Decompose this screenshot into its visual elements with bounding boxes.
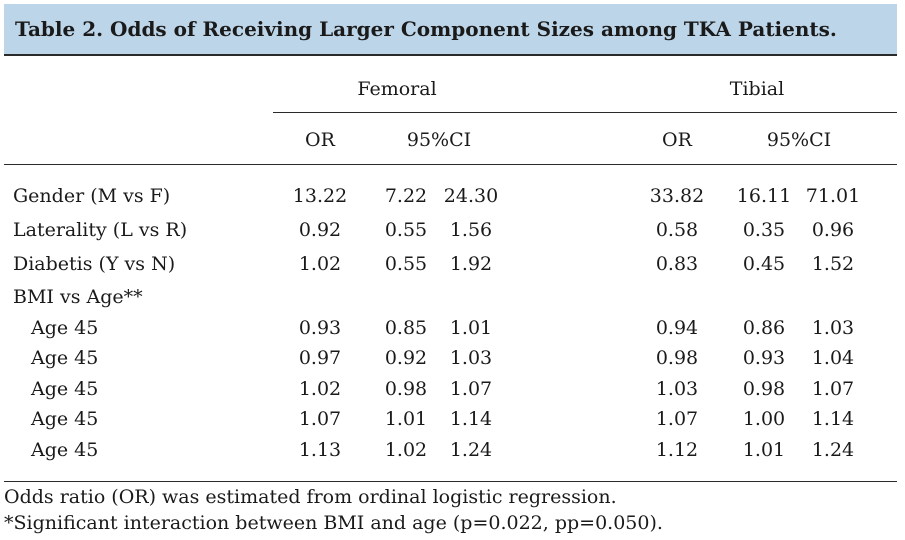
subheader-femoral-or: OR [305,129,335,151]
cell-tibial-ci-high: 1.07 [811,378,855,400]
cell-femoral-ci-high: 24.30 [443,185,499,207]
cell-femoral-ci-low: 1.02 [384,439,428,461]
cell-tibial-or: 0.94 [655,317,699,339]
cell-femoral-or: 1.02 [298,378,342,400]
cell-tibial-or: 1.07 [655,408,699,430]
cell-tibial-ci-low: 16.11 [736,185,792,207]
row-label: BMI vs Age** [13,286,143,308]
table-title: Table 2. Odds of Receiving Larger Compon… [15,17,837,41]
group-header-tibial: Tibial [729,78,785,100]
cell-femoral-ci-high: 1.24 [449,439,493,461]
cell-tibial-or: 1.12 [655,439,699,461]
row-label: Age 45 [31,347,99,369]
cell-femoral-or: 1.13 [298,439,342,461]
cell-tibial-ci-high: 71.01 [805,185,861,207]
cell-tibial-ci-high: 1.04 [811,347,855,369]
group-header-femoral: Femoral [357,78,437,100]
cell-femoral-ci-low: 0.55 [384,253,428,275]
row-label: Gender (M vs F) [13,185,171,207]
cell-tibial-ci-high: 1.52 [811,253,855,275]
cell-tibial-ci-low: 0.86 [742,317,786,339]
cell-femoral-or: 13.22 [292,185,348,207]
cell-femoral-ci-high: 1.01 [449,317,493,339]
cell-femoral-ci-high: 1.07 [449,378,493,400]
row-label: Age 45 [31,378,99,400]
cell-femoral-ci-high: 1.14 [449,408,493,430]
cell-femoral-or: 0.92 [298,219,342,241]
cell-femoral-ci-low: 7.22 [384,185,428,207]
cell-femoral-ci-low: 0.85 [384,317,428,339]
cell-femoral-ci-low: 1.01 [384,408,428,430]
cell-tibial-ci-low: 0.35 [742,219,786,241]
cell-femoral-ci-high: 1.03 [449,347,493,369]
cell-tibial-ci-low: 0.98 [742,378,786,400]
header-bottom-rule [4,164,897,165]
cell-tibial-or: 0.98 [655,347,699,369]
row-label: Age 45 [31,439,99,461]
cell-tibial-ci-low: 1.01 [742,439,786,461]
cell-femoral-ci-high: 1.56 [449,219,493,241]
cell-tibial-or: 1.03 [655,378,699,400]
cell-tibial-ci-low: 0.45 [742,253,786,275]
cell-femoral-or: 0.97 [298,347,342,369]
cell-tibial-or: 0.83 [655,253,699,275]
row-label: Age 45 [31,408,99,430]
footnote-or: Odds ratio (OR) was estimated from ordin… [4,486,617,508]
cell-tibial-or: 0.58 [655,219,699,241]
cell-femoral-ci-low: 0.55 [384,219,428,241]
cell-femoral-ci-low: 0.98 [384,378,428,400]
row-label: Age 45 [31,317,99,339]
subheader-femoral-ci: 95%CI [406,129,472,151]
cell-tibial-or: 33.82 [649,185,705,207]
table-bottom-rule [4,481,897,482]
group-header-rule [273,112,897,113]
cell-tibial-ci-low: 0.93 [742,347,786,369]
cell-femoral-ci-low: 0.92 [384,347,428,369]
row-label: Laterality (L vs R) [13,219,188,241]
cell-tibial-ci-high: 1.03 [811,317,855,339]
cell-tibial-ci-high: 1.24 [811,439,855,461]
table-title-bar: Table 2. Odds of Receiving Larger Compon… [4,4,897,56]
cell-femoral-or: 0.93 [298,317,342,339]
footnote-interaction: *Significant interaction between BMI and… [4,512,663,534]
row-label: Diabetis (Y vs N) [13,253,176,275]
cell-tibial-ci-high: 1.14 [811,408,855,430]
cell-femoral-ci-high: 1.92 [449,253,493,275]
cell-tibial-ci-low: 1.00 [742,408,786,430]
cell-tibial-ci-high: 0.96 [811,219,855,241]
cell-femoral-or: 1.07 [298,408,342,430]
cell-femoral-or: 1.02 [298,253,342,275]
subheader-tibial-ci: 95%CI [766,129,832,151]
subheader-tibial-or: OR [662,129,692,151]
